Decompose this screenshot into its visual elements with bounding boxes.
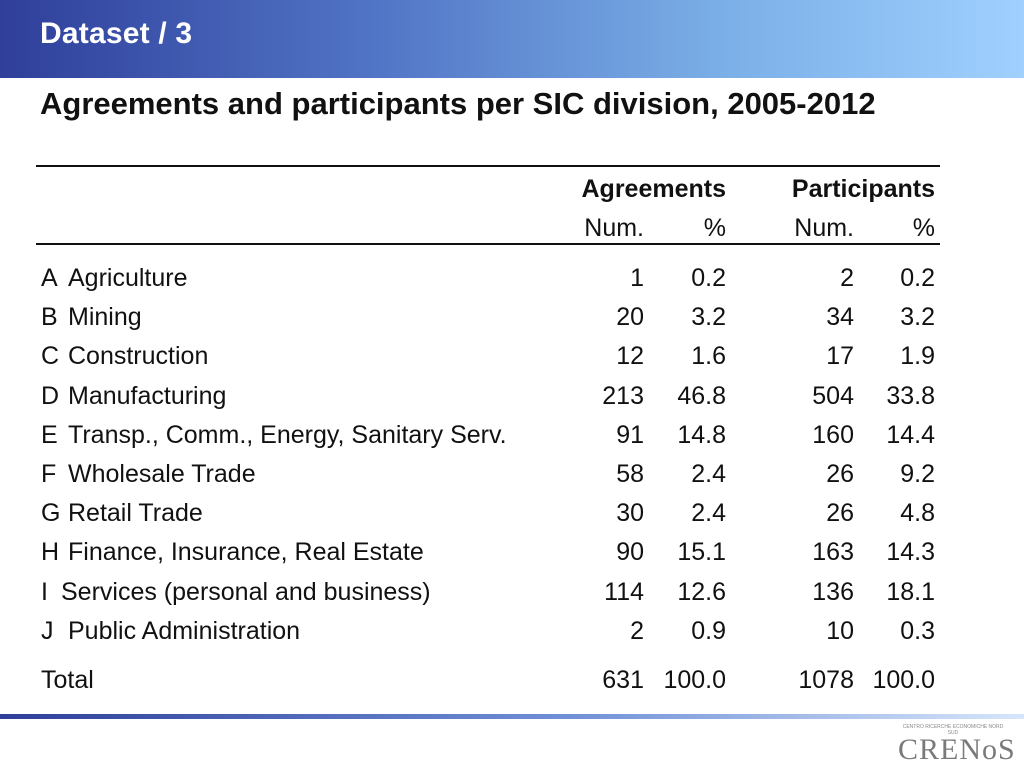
row-agreements-pct: 2.4 — [691, 499, 726, 528]
row-agreements-num: 91 — [616, 420, 644, 449]
agreements-num-subheader: Num. — [584, 214, 644, 242]
total-agreements-num: 631 — [602, 666, 644, 694]
row-agreements-pct: 3.2 — [691, 303, 726, 332]
participants-num-subheader: Num. — [794, 214, 854, 242]
row-participants-num: 504 — [812, 381, 854, 410]
row-label: Mining — [68, 303, 142, 332]
row-code: A — [41, 264, 58, 292]
row-code: B — [41, 303, 58, 332]
agreements-header: Agreements — [581, 175, 727, 203]
table-top-rule — [36, 165, 940, 167]
row-participants-pct: 0.2 — [900, 264, 935, 292]
row-agreements-num: 90 — [616, 538, 644, 567]
section-title: Dataset / 3 — [40, 17, 193, 50]
row-agreements-pct: 0.2 — [691, 264, 726, 292]
row-label: Manufacturing — [68, 381, 227, 410]
row-code: I — [41, 577, 48, 606]
row-participants-pct: 14.3 — [886, 538, 935, 567]
table-header-rule — [36, 243, 940, 245]
participants-pct-subheader: % — [912, 214, 935, 242]
row-agreements-pct: 15.1 — [677, 538, 726, 567]
row-agreements-pct: 0.9 — [691, 616, 726, 645]
row-label: Finance, Insurance, Real Estate — [68, 538, 424, 567]
slide-title: Agreements and participants per SIC divi… — [40, 86, 876, 121]
row-label: Public Administration — [68, 616, 301, 645]
row-agreements-pct: 12.6 — [677, 577, 726, 606]
row-code: E — [41, 420, 58, 449]
row-participants-pct: 0.3 — [900, 616, 935, 645]
crenos-logo: CENTRO RICERCHE ECONOMICHE NORD SUD CREN… — [898, 724, 1016, 766]
row-participants-num: 10 — [826, 616, 854, 645]
logo-tagline: CENTRO RICERCHE ECONOMICHE NORD SUD — [902, 724, 1004, 736]
row-label: Services (personal and business) — [61, 577, 431, 606]
total-agreements-pct: 100.0 — [663, 666, 726, 694]
row-agreements-num: 58 — [616, 460, 644, 488]
row-code: F — [41, 460, 57, 488]
row-code: J — [41, 616, 54, 645]
row-agreements-num: 1 — [630, 264, 644, 292]
footer-rule — [0, 714, 1024, 719]
total-label: Total — [41, 666, 94, 694]
row-participants-num: 136 — [812, 577, 854, 606]
row-participants-pct: 3.2 — [900, 303, 935, 332]
row-agreements-pct: 14.8 — [677, 420, 726, 449]
row-participants-pct: 14.4 — [886, 420, 935, 449]
total-participants-pct: 100.0 — [872, 666, 935, 694]
row-participants-pct: 18.1 — [886, 577, 935, 606]
row-agreements-num: 20 — [616, 303, 644, 332]
row-agreements-num: 2 — [630, 616, 644, 645]
row-participants-num: 163 — [812, 538, 854, 567]
row-participants-num: 26 — [826, 460, 854, 488]
row-label: Agriculture — [68, 264, 188, 292]
row-participants-num: 17 — [826, 342, 854, 371]
row-participants-pct: 33.8 — [886, 381, 935, 410]
row-agreements-pct: 1.6 — [691, 342, 726, 371]
row-label: Transp., Comm., Energy, Sanitary Serv. — [68, 420, 507, 449]
row-code: C — [41, 342, 60, 371]
row-agreements-num: 213 — [602, 381, 644, 410]
row-code: G — [41, 499, 61, 528]
agreements-pct-subheader: % — [703, 214, 726, 242]
row-participants-num: 2 — [840, 264, 854, 292]
row-agreements-num: 12 — [616, 342, 644, 371]
participants-header: Participants — [791, 175, 935, 203]
row-participants-num: 160 — [812, 420, 854, 449]
total-participants-num: 1078 — [798, 666, 854, 694]
row-participants-num: 26 — [826, 499, 854, 528]
row-agreements-num: 114 — [604, 577, 644, 606]
header-band — [0, 0, 1024, 78]
row-agreements-pct: 46.8 — [677, 381, 726, 410]
row-participants-pct: 4.8 — [900, 499, 935, 528]
row-participants-pct: 1.9 — [900, 342, 935, 371]
row-agreements-pct: 2.4 — [691, 460, 726, 488]
logo-text: CRENoS — [898, 733, 1016, 766]
row-code: H — [41, 538, 60, 567]
row-label: Retail Trade — [68, 499, 203, 528]
row-code: D — [41, 381, 60, 410]
row-label: Wholesale Trade — [68, 460, 256, 488]
row-participants-num: 34 — [826, 303, 854, 332]
row-label: Construction — [68, 342, 209, 371]
row-agreements-num: 30 — [616, 499, 644, 528]
row-participants-pct: 9.2 — [900, 460, 935, 488]
